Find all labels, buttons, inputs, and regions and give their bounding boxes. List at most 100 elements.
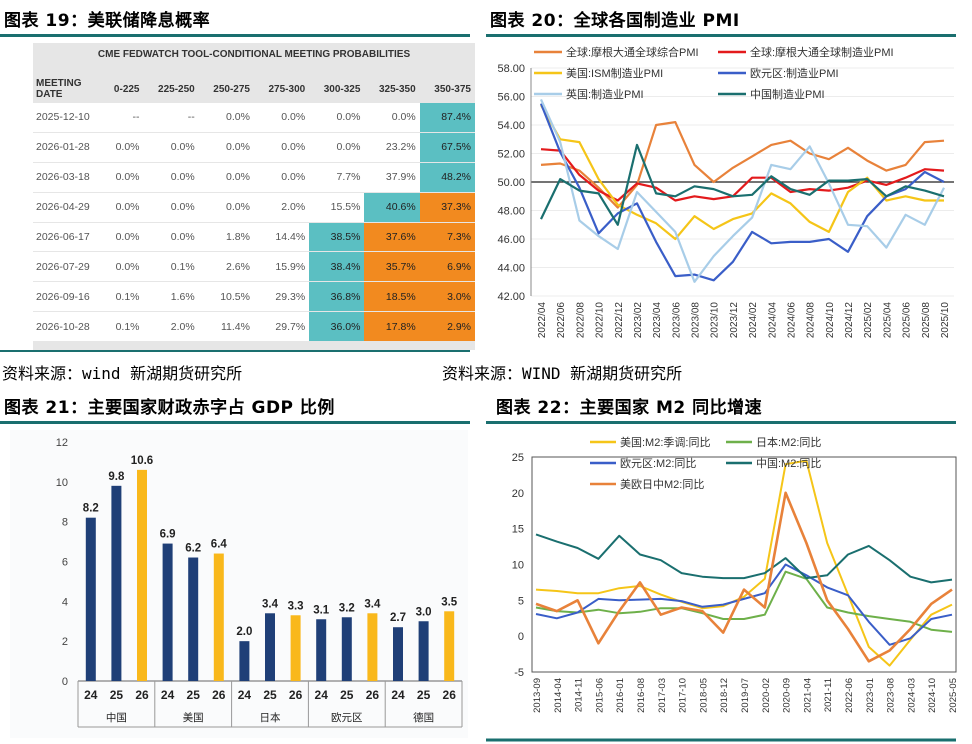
m2-y-tick-label: 0	[518, 631, 524, 643]
m2-x-tick-label: 2020-02	[761, 678, 772, 713]
fedwatch-col-header: 350-375	[434, 83, 471, 95]
deficit-bar	[367, 613, 378, 681]
fedwatch-probability-cell: 0.0%	[253, 132, 310, 163]
deficit-year-label: 24	[84, 688, 98, 702]
fedwatch-probability-cell: 0.0%	[198, 162, 254, 193]
fedwatch-probability-cell: 15.5%	[309, 192, 365, 223]
pmi-series-line	[540, 143, 945, 226]
m2-series-line	[535, 563, 953, 646]
deficit-year-label: 25	[110, 688, 124, 702]
m2-x-tick-label: 2013-09	[532, 678, 543, 713]
fedwatch-probability-cell: 2.0%	[253, 192, 310, 223]
m2-x-tick-label: 2023-08	[886, 678, 897, 713]
fedwatch-probability-cell: 0.0%	[143, 222, 199, 253]
pmi-x-tick-label: 2025/10	[940, 302, 951, 339]
fedwatch-probability-cell: 0.0%	[253, 103, 310, 133]
pmi-x-tick-label: 2023/08	[691, 302, 702, 339]
fedwatch-probability-cell: 36.0%	[309, 311, 365, 343]
m2-x-tick-label: 2021-11	[823, 678, 834, 712]
deficit-bar	[393, 627, 403, 681]
fedwatch-probability-cell: 10.5%	[198, 281, 254, 313]
m2-legend-label: 欧元区:M2:同比	[620, 457, 696, 470]
fedwatch-probability-cell: 2.6%	[198, 251, 254, 283]
fedwatch-probability-cell: 2.0%	[143, 311, 199, 343]
fedwatch-probability-cell: 37.3%	[419, 192, 475, 223]
deficit-bar-value-label: 3.2	[339, 602, 355, 614]
pmi-x-tick-label: 2023/10	[710, 302, 721, 339]
pmi-x-tick-label: 2024/10	[825, 302, 836, 339]
fedwatch-probability-cell: 40.6%	[364, 192, 420, 223]
pmi-x-tick-label: 2023/02	[633, 302, 644, 339]
panel20-source: 资料来源：WIND 新湖期货研究所	[442, 364, 683, 383]
pmi-legend-label: 欧元区:制造业PMI	[750, 66, 839, 80]
deficit-bar	[137, 469, 147, 681]
fedwatch-probability-cell: 6.9%	[419, 251, 475, 283]
fedwatch-probability-cell: 0.1%	[102, 311, 144, 343]
m2-legend-label: 日本:M2:同比	[756, 435, 821, 449]
fedwatch-probability-cell: 7.7%	[309, 162, 365, 193]
pmi-y-tick-label: 42.00	[497, 291, 525, 303]
fedwatch-probability-cell: 0.0%	[198, 132, 254, 163]
deficit-bar-value-label: 3.1	[313, 604, 330, 616]
m2-y-tick-label: 25	[512, 452, 524, 464]
deficit-bar-value-label: 3.0	[416, 606, 432, 618]
pmi-y-tick-label: 58.00	[497, 63, 525, 75]
pmi-legend-label: 全球:摩根大通全球制造业PMI	[750, 45, 894, 59]
fedwatch-probability-cell: 2.9%	[419, 311, 475, 343]
fedwatch-meeting-date: 2026-10-28	[33, 311, 102, 343]
pmi-x-tick-label: 2025/08	[921, 302, 932, 339]
deficit-bar-value-label: 3.3	[288, 600, 304, 612]
deficit-year-label: 26	[135, 688, 149, 702]
deficit-year-label: 26	[366, 688, 380, 702]
m2-x-tick-label: 2025-05	[948, 678, 959, 713]
deficit-year-label: 25	[417, 688, 431, 702]
deficit-bar	[341, 617, 352, 681]
deficit-bar-value-label: 2.0	[236, 626, 252, 638]
deficit-country-label: 德国	[413, 711, 434, 724]
deficit-y-tick-label: 0	[62, 676, 68, 688]
pmi-series-line	[539, 98, 945, 283]
pmi-series-line	[540, 121, 945, 209]
fedwatch-probability-cell: 17.8%	[364, 311, 420, 343]
m2-line-chart: 25 20 15 10 5 0 -5 2013-09 2014-04 2014-11 2015-06…	[486, 435, 959, 742]
deficit-year-label: 24	[391, 688, 405, 702]
panel19-title: 图表 19：美联储降息概率	[4, 11, 211, 31]
panel20-title-rule	[486, 34, 956, 37]
panel19-source: 资料来源：wind 新湖期货研究所	[2, 364, 243, 383]
fedwatch-row: 2026-07-29 0.0% 0.1% 2.6% 15.9% 38.4% 35.7% 6.9…	[33, 251, 475, 283]
m2-x-tick-label: 2020-09	[782, 678, 793, 713]
m2-x-tick-label: 2024-03	[906, 678, 917, 713]
m2-x-tick-label: 2023-01	[865, 678, 876, 713]
pmi-x-tick-label: 2022/10	[595, 302, 606, 339]
pmi-y-tick-label: 54.00	[497, 120, 525, 132]
fedwatch-probability-cell: 36.8%	[309, 281, 365, 313]
deficit-bar-value-label: 6.9	[160, 529, 176, 541]
fedwatch-probability-cell: 15.9%	[253, 251, 310, 283]
fedwatch-probability-cell: 1.8%	[198, 222, 254, 253]
m2-legend-label: 中国:M2:同比	[756, 457, 821, 470]
panel22-title-rule	[486, 421, 956, 424]
fedwatch-probability-cell: 23.2%	[364, 132, 420, 163]
fedwatch-probability-cell: 0.1%	[102, 281, 144, 313]
fedwatch-probability-cell: --	[102, 103, 144, 133]
m2-x-tick-label: 2016-08	[636, 678, 647, 713]
fedwatch-col-header: MEETING DATE	[36, 78, 82, 100]
fedwatch-probability-cell: 0.0%	[102, 192, 144, 223]
fedwatch-probability-cell: 29.3%	[253, 281, 310, 313]
pmi-legend-label: 英国:制造业PMI	[566, 87, 644, 101]
deficit-y-tick-label: 12	[56, 437, 68, 449]
pmi-x-tick-label: 2024/02	[748, 302, 759, 339]
m2-x-tick-label: 2019-07	[740, 678, 751, 713]
deficit-bar-value-label: 10.6	[131, 455, 153, 467]
fedwatch-probability-cell: 29.7%	[253, 311, 310, 343]
fedwatch-row: 2026-01-28 0.0% 0.0% 0.0% 0.0% 0.0% 23.2% 67.5%	[33, 132, 475, 163]
pmi-x-tick-label: 2022/08	[575, 302, 586, 339]
fedwatch-meeting-date: 2026-09-16	[33, 281, 102, 313]
m2-plot-frame	[531, 456, 957, 673]
panel19-title-rule	[0, 34, 470, 37]
deficit-bar-value-label: 2.7	[390, 612, 406, 624]
panel20-title: 图表 20：全球各国制造业 PMI	[490, 11, 740, 31]
fedwatch-col-header: 250-275	[213, 83, 250, 95]
deficit-country-label: 日本	[260, 711, 281, 724]
fedwatch-probability-cell: 14.4%	[253, 222, 310, 253]
